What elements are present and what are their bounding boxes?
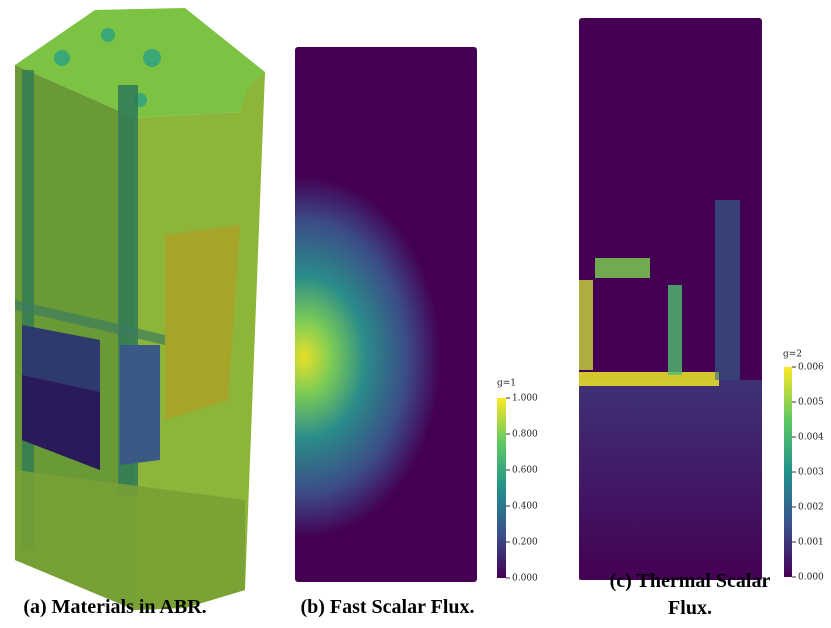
colorbar-tick-label: 0.600 [512,466,538,476]
colorbar-tick-label: 1.000 [512,394,538,404]
colorbar-tick-label: 0.005 [798,398,824,408]
page: g=1 g=2 1.000 0.800 0.600 0.400 0.200 0.000 0.… [0,0,831,628]
caption: (b) Fast Scalar Flux. [290,594,485,621]
fast-flux-image [295,47,477,582]
colorbar-tick-label: 0.004 [798,433,824,443]
colorbar [497,398,506,578]
colorbar-tick-label: 0.002 [798,503,824,513]
caption: (a) Materials in ABR. [0,594,230,621]
colorbar-title: g=2 [783,350,802,360]
materials-image [15,8,265,610]
colorbar-tick-label: 0.006 [798,363,824,373]
caption: (c) Thermal Scalar Flux. [595,568,785,622]
colorbar-title: g=1 [497,379,516,389]
colorbar [784,367,792,577]
colorbar-tick-label: 0.200 [512,538,538,548]
thermal-flux-image [579,18,762,580]
colorbar-tick-label: 0.003 [798,468,824,478]
colorbar-tick-label: 0.000 [798,573,824,583]
figure: g=1 g=2 1.000 0.800 0.600 0.400 0.200 0.000 0.… [0,0,831,628]
colorbar-tick-label: 0.400 [512,502,538,512]
colorbar-tick-label: 0.000 [512,574,538,584]
colorbar-tick-label: 0.800 [512,430,538,440]
colorbar-tick-label: 0.001 [798,538,824,548]
